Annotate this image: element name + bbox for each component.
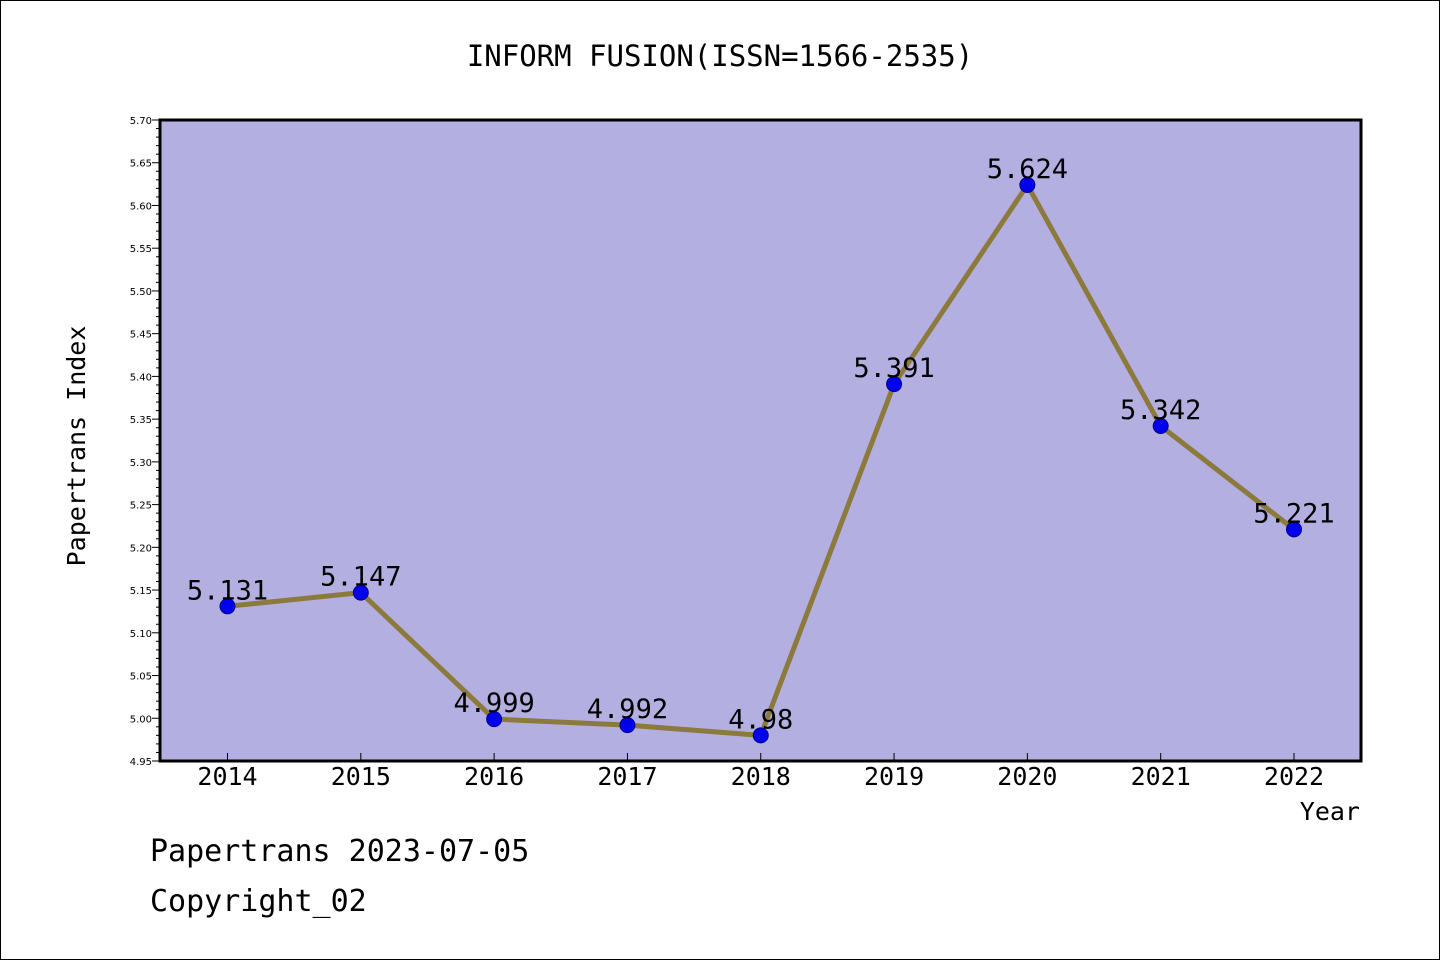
x-tick-label: 2020 [997, 762, 1057, 791]
x-tick-label: 2017 [597, 762, 657, 791]
data-label: 5.624 [987, 154, 1068, 185]
data-point [1152, 417, 1169, 434]
x-tick-label: 2014 [197, 762, 257, 791]
y-tick-label: 5.25 [130, 501, 152, 512]
y-tick-label: 5.10 [130, 629, 152, 640]
data-label: 4.999 [453, 688, 534, 719]
y-tick-label: 5.70 [130, 116, 152, 127]
data-label: 5.221 [1253, 498, 1334, 529]
data-point [752, 727, 769, 744]
series-group: 5.131 5.147 4.999 4.992 4.98 5.391 5.624 5.342 5… [187, 154, 1335, 744]
y-tick-label: 5.30 [130, 458, 152, 469]
data-label: 5.342 [1120, 395, 1201, 426]
y-tick-label: 5.45 [130, 330, 152, 341]
data-point [352, 584, 369, 601]
x-tick-label: 2016 [464, 762, 524, 791]
chart-title: INFORM FUSION(ISSN=1566-2535) [467, 39, 973, 73]
x-tick-label: 2015 [331, 762, 391, 791]
y-axis: 4.95 5.00 5.05 5.10 5.15 5.20 5.25 5.30 5.35 5.40… [130, 116, 160, 768]
y-tick-label: 5.65 [130, 159, 152, 170]
y-tick-label: 5.40 [130, 372, 152, 383]
data-label: 5.131 [187, 575, 268, 606]
y-tick-label: 5.20 [130, 543, 152, 554]
y-tick-label: 5.60 [130, 201, 152, 212]
y-tick-label: 5.55 [130, 244, 152, 255]
x-tick-label: 2021 [1131, 762, 1191, 791]
y-tick-label: 5.15 [130, 586, 152, 597]
y-tick-label: 5.35 [130, 415, 152, 426]
y-axis-label: Papertrans Index [62, 326, 91, 567]
x-axis: 2014 2015 2016 2017 2018 2019 2020 2021 2022 [197, 753, 1324, 791]
data-point [619, 717, 636, 734]
data-label: 5.147 [320, 562, 401, 593]
x-axis-label: Year [1300, 797, 1360, 826]
y-tick-label: 5.00 [130, 714, 152, 725]
x-tick-label: 2018 [731, 762, 791, 791]
x-tick-label: 2022 [1264, 762, 1324, 791]
footer-copyright: Copyright_02 [150, 884, 367, 919]
x-tick-label: 2019 [864, 762, 924, 791]
data-point [486, 711, 503, 728]
data-point [219, 598, 236, 615]
footer-date: Papertrans 2023-07-05 [150, 834, 530, 869]
data-point [1286, 521, 1302, 538]
y-tick-label: 5.05 [130, 672, 152, 683]
data-point [886, 376, 903, 393]
data-point [1019, 176, 1036, 193]
data-label: 5.391 [853, 353, 934, 384]
y-tick-label: 5.50 [130, 287, 152, 298]
plot-area [158, 118, 1363, 763]
data-label: 4.98 [728, 704, 793, 735]
data-label: 4.992 [587, 694, 668, 725]
y-tick-label: 4.95 [130, 757, 152, 768]
